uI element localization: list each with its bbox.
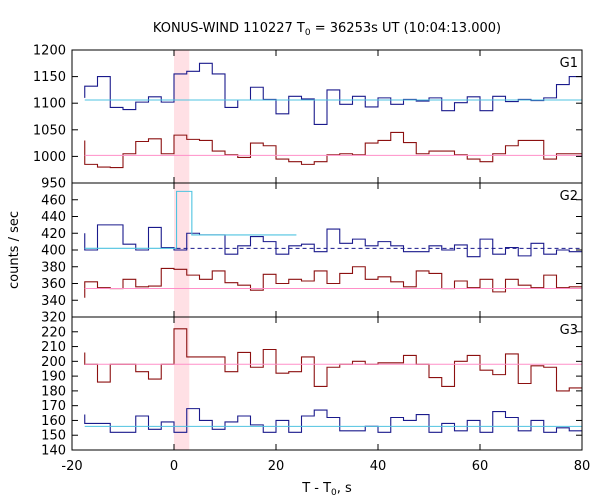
panel-frame [71,316,583,451]
y-tick-label: 200 [41,355,66,370]
y-tick-label: 170 [41,399,66,414]
y-tick-label: 210 [41,340,66,355]
background-cyan [84,190,297,249]
y-tick-label: 160 [41,414,66,429]
y-tick-label: 440 [41,210,66,225]
y-tick-label: 220 [41,325,66,340]
y-tick-label: 340 [41,294,66,309]
y-tick-label: 180 [41,384,66,399]
panel-g1: 950 1000 1050 1100 1150 1200 G1 [33,44,583,192]
y-tick-label: 950 [41,177,66,192]
x-tick-label: 0 [170,459,178,474]
y-tick-label: 150 [41,429,66,444]
y-tick-label: 380 [41,260,66,275]
y-tick-label: 1100 [33,97,66,112]
chart-title: KONUS-WIND 110227 T0 = 36253s UT (10:04:… [153,21,501,38]
y-tick-label: 400 [41,244,66,259]
y-tick-label: 140 [41,444,66,459]
y-tick-label: 1000 [33,150,66,165]
x-tick-label: 60 [472,459,489,474]
panel-label: G3 [560,323,578,338]
panel-label: G2 [560,189,578,204]
x-tick-label: -20 [61,459,82,474]
x-tick-label: 20 [268,459,285,474]
highlight-band [174,317,190,450]
y-tick-label: 190 [41,370,66,385]
x-tick-label: 80 [574,459,591,474]
series-blue-step [84,408,582,433]
y-tick-label: 460 [41,193,66,208]
panels: 95010001050110011501200G1320340360380400… [33,44,590,475]
panel-label: G1 [560,56,578,71]
series-blue-step [84,224,582,258]
y-tick-label: 1050 [33,123,66,138]
y-tick-label: 320 [41,311,66,326]
y-tick-label: 420 [41,227,66,242]
series-blue-step [84,62,582,126]
highlight-band [174,50,190,183]
y-axis-label: counts / sec [7,211,22,289]
series-red-step [84,266,582,298]
series-red-step [84,131,582,169]
y-tick-label: 1200 [33,44,66,59]
x-tick-label: 40 [370,459,387,474]
x-axis-label: T - T0, s [301,481,352,498]
y-tick-label: 1150 [33,70,66,85]
series-red-step [84,328,582,392]
y-tick-label: 360 [41,277,66,292]
